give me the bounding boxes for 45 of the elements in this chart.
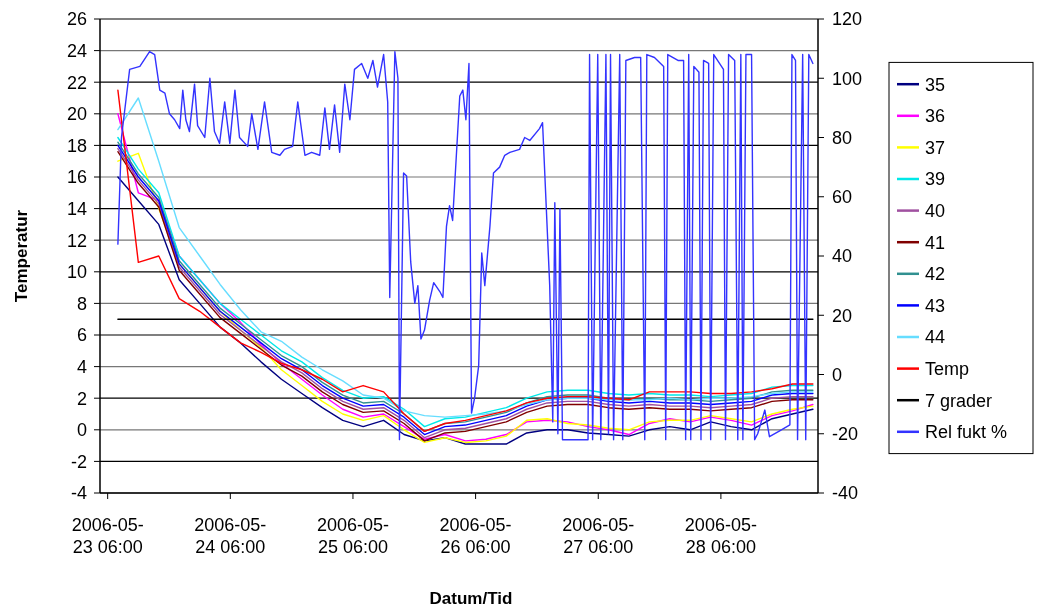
- y2-tick-label: 40: [832, 246, 853, 267]
- y-tick-label: 10: [66, 262, 87, 283]
- y-tick-label: 12: [66, 230, 87, 251]
- x-tick-label: 2006-05-24 06:00: [194, 515, 267, 557]
- y-tick-label: 0: [76, 420, 87, 441]
- y2-tick-label: 0: [832, 364, 843, 385]
- y2-tick-label: 80: [832, 127, 853, 148]
- y-axis-title: Temperatur: [12, 209, 31, 303]
- legend-label: 36: [925, 106, 946, 127]
- x-axis-title: Datum/Tid: [429, 589, 513, 608]
- legend-label: 44: [925, 327, 946, 348]
- y-tick-label: 6: [76, 325, 87, 346]
- y-tick-label: -4: [70, 483, 87, 504]
- legend-label: 42: [925, 264, 946, 285]
- legend-label: 40: [925, 200, 946, 221]
- y-tick-label: 2: [76, 388, 87, 409]
- y2-tick-label: 60: [832, 187, 853, 208]
- y-tick-label: 16: [66, 167, 87, 188]
- legend-label: 7 grader: [925, 390, 993, 411]
- y2-tick-label: 120: [832, 9, 863, 30]
- legend-label: 35: [925, 74, 946, 95]
- y-tick-label: 22: [66, 72, 87, 93]
- legend-label: Rel fukt %: [925, 422, 1008, 443]
- y2-tick-label: 20: [832, 305, 853, 326]
- legend-label: 37: [925, 137, 946, 158]
- y2-tick-label: -20: [832, 424, 859, 445]
- y-tick-label: 8: [76, 293, 87, 314]
- legend-label: 39: [925, 169, 946, 190]
- y2-tick-label: -40: [832, 483, 859, 504]
- y-tick-label: 4: [76, 356, 87, 377]
- x-tick-label: 2006-05-23 06:00: [71, 515, 144, 557]
- x-tick-label: 2006-05-28 06:00: [684, 515, 757, 557]
- y-tick-label: -2: [70, 451, 87, 472]
- legend-label: 41: [925, 232, 946, 253]
- y-tick-label: 20: [66, 104, 87, 125]
- legend-label: Temp: [925, 358, 970, 379]
- y-tick-label: 24: [66, 40, 87, 61]
- y-tick-label: 18: [66, 135, 87, 156]
- y-tick-label: 26: [66, 9, 87, 30]
- legend-label: 43: [925, 295, 946, 316]
- x-tick-label: 2006-05-26 06:00: [439, 515, 512, 557]
- y2-tick-label: 100: [832, 68, 863, 89]
- x-tick-label: 2006-05-27 06:00: [562, 515, 635, 557]
- y-tick-label: 14: [66, 198, 87, 219]
- x-tick-label: 2006-05-25 06:00: [316, 515, 389, 557]
